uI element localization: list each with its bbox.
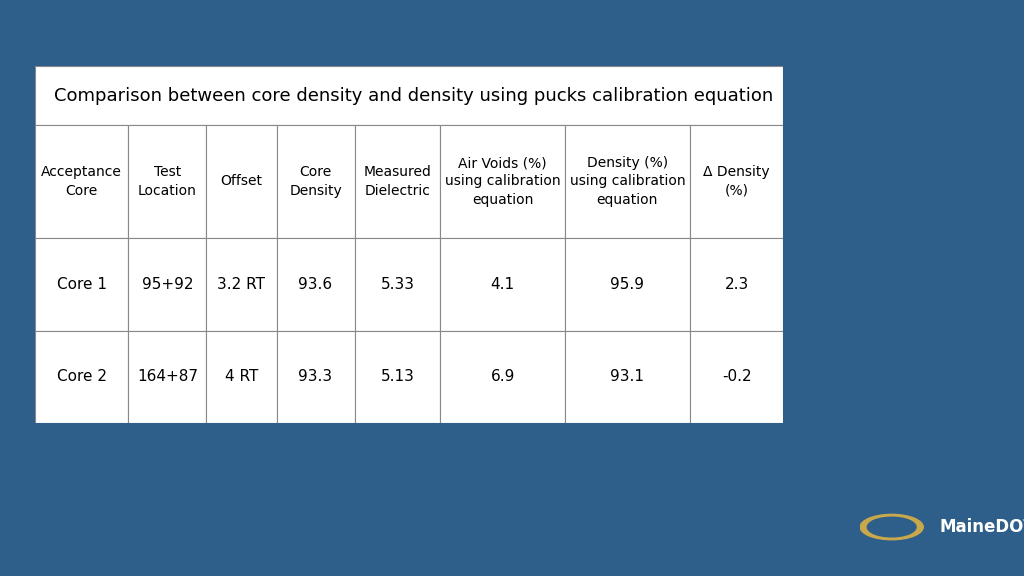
Text: Acceptance
Core: Acceptance Core bbox=[41, 165, 122, 198]
Bar bbox=[128, 238, 207, 331]
Bar bbox=[276, 238, 354, 331]
Text: Test
Location: Test Location bbox=[138, 165, 197, 198]
Text: Core
Density: Core Density bbox=[289, 165, 342, 198]
Bar bbox=[440, 331, 565, 423]
Text: Core 2: Core 2 bbox=[56, 369, 106, 384]
Bar bbox=[354, 331, 440, 423]
Text: 5.13: 5.13 bbox=[381, 369, 415, 384]
Text: 93.6: 93.6 bbox=[298, 276, 333, 291]
Text: 164+87: 164+87 bbox=[137, 369, 198, 384]
Text: 4 RT: 4 RT bbox=[224, 369, 258, 384]
Text: Δ Density
(%): Δ Density (%) bbox=[703, 165, 770, 198]
Text: Air Voids (%)
using calibration
equation: Air Voids (%) using calibration equation bbox=[444, 156, 560, 207]
Circle shape bbox=[867, 517, 916, 537]
Bar bbox=[35, 125, 128, 238]
Bar bbox=[35, 66, 783, 125]
Bar bbox=[207, 238, 276, 331]
Bar bbox=[35, 238, 128, 331]
Bar bbox=[128, 125, 207, 238]
Text: 3.2 RT: 3.2 RT bbox=[217, 276, 265, 291]
Bar bbox=[276, 331, 354, 423]
Bar bbox=[276, 125, 354, 238]
Text: Measured
Dielectric: Measured Dielectric bbox=[364, 165, 431, 198]
Text: 95.9: 95.9 bbox=[610, 276, 644, 291]
Text: Density (%)
using calibration
equation: Density (%) using calibration equation bbox=[569, 156, 685, 207]
Text: Core 1: Core 1 bbox=[56, 276, 106, 291]
Text: 95+92: 95+92 bbox=[141, 276, 194, 291]
Text: Comparison between core density and density using pucks calibration equation: Comparison between core density and dens… bbox=[53, 87, 773, 105]
Text: 2.3: 2.3 bbox=[724, 276, 749, 291]
Bar bbox=[565, 125, 690, 238]
Text: 4.1: 4.1 bbox=[490, 276, 515, 291]
Circle shape bbox=[860, 514, 924, 540]
Bar bbox=[565, 331, 690, 423]
Bar bbox=[440, 238, 565, 331]
Text: 6.9: 6.9 bbox=[490, 369, 515, 384]
Bar bbox=[690, 238, 783, 331]
Text: 93.1: 93.1 bbox=[610, 369, 644, 384]
Bar bbox=[35, 331, 128, 423]
Bar bbox=[440, 125, 565, 238]
Text: 93.3: 93.3 bbox=[298, 369, 333, 384]
Bar bbox=[354, 125, 440, 238]
Bar bbox=[128, 331, 207, 423]
Bar bbox=[565, 238, 690, 331]
Bar bbox=[207, 125, 276, 238]
Bar bbox=[690, 125, 783, 238]
Text: 5.33: 5.33 bbox=[380, 276, 415, 291]
Bar bbox=[690, 331, 783, 423]
Text: MaineDOT: MaineDOT bbox=[939, 518, 1024, 536]
Bar bbox=[354, 238, 440, 331]
Bar bbox=[207, 331, 276, 423]
Text: Offset: Offset bbox=[220, 175, 262, 188]
Text: -0.2: -0.2 bbox=[722, 369, 752, 384]
